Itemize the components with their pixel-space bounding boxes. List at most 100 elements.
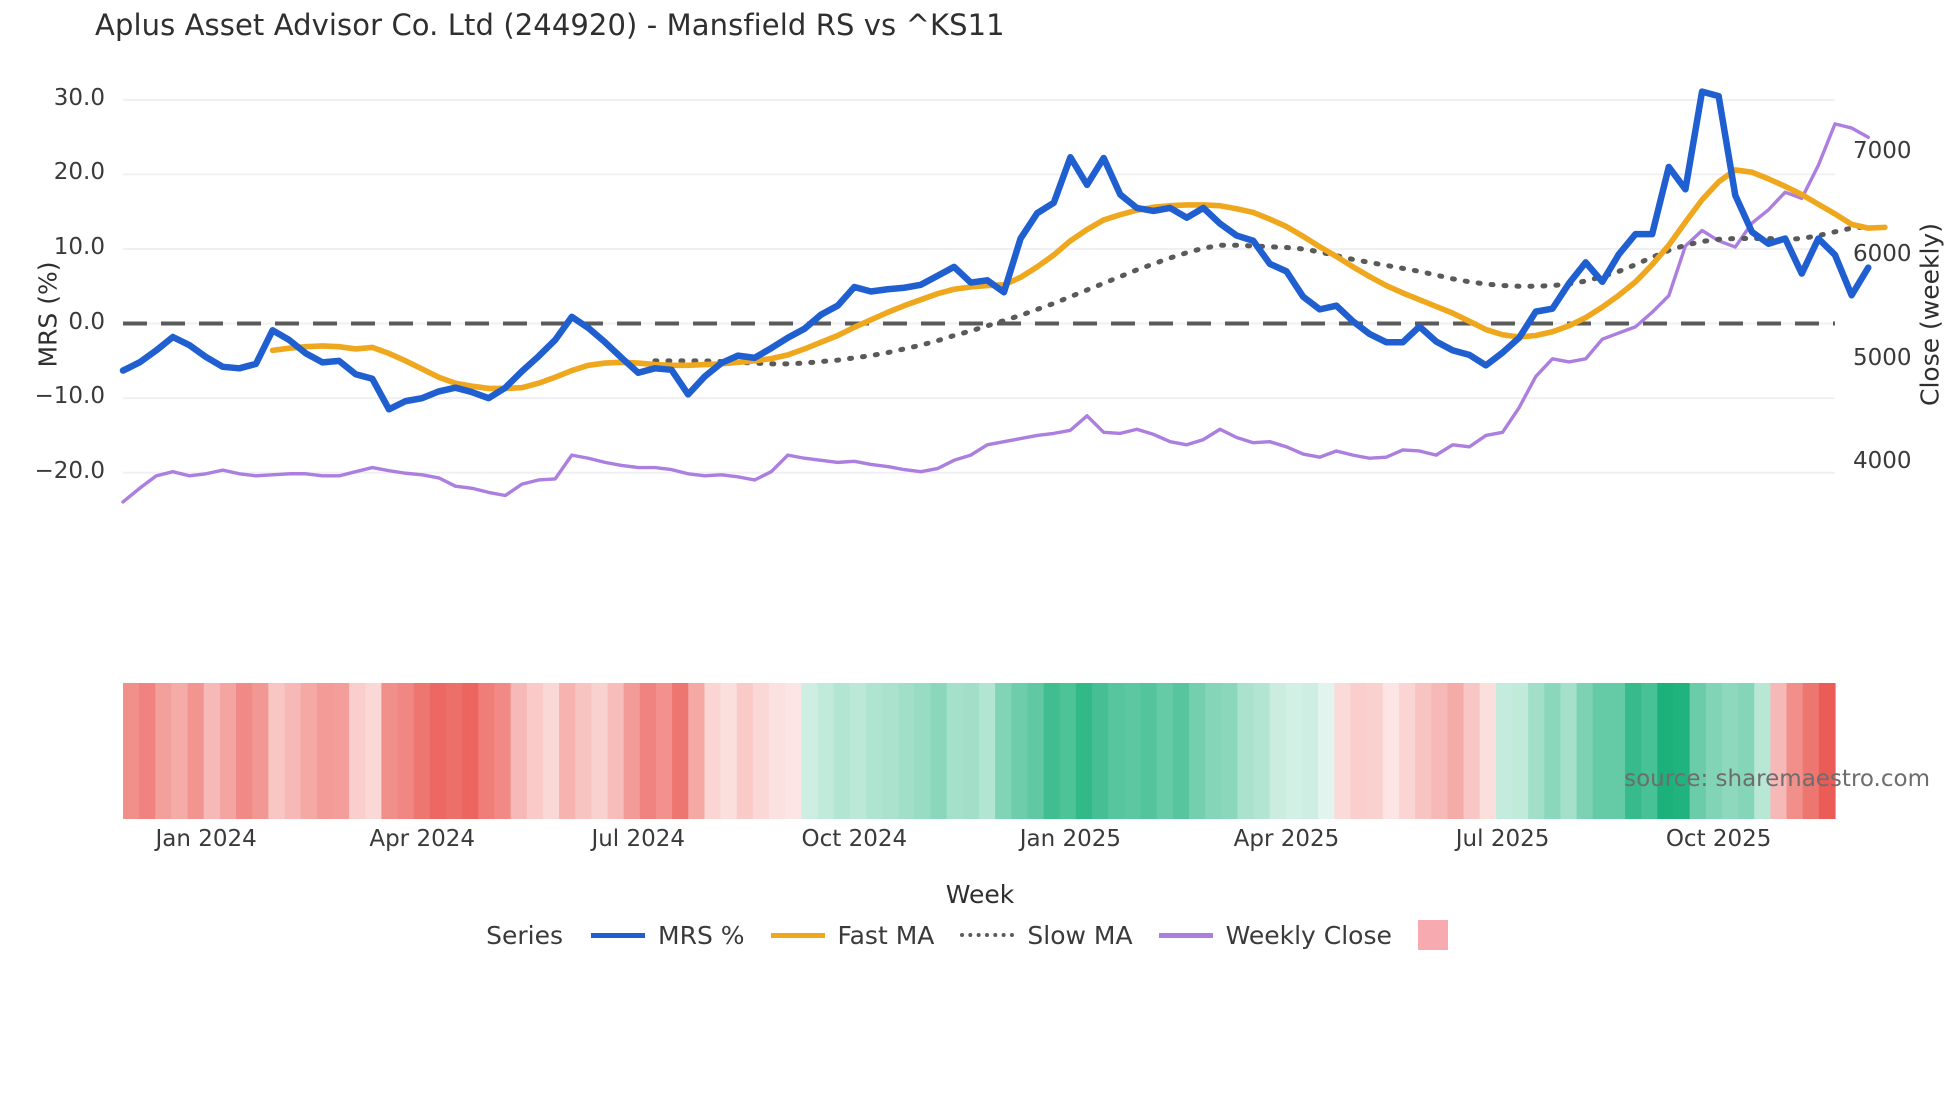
heatmap-cell (252, 683, 269, 819)
heatmap-cell (236, 683, 253, 819)
heatmap-cell (349, 683, 366, 819)
heatmap-cell (1786, 683, 1804, 819)
y2-tick-label: 4000 (1853, 448, 1912, 475)
heatmap-cell (1511, 683, 1529, 819)
y-tick-label: 30.0 (53, 84, 105, 111)
legend-swatch-heatmap (1417, 920, 1448, 950)
heatmap-cell (1463, 683, 1481, 819)
heatmap-cell (123, 683, 140, 819)
heatmap-cell (381, 683, 399, 819)
series-line-weekly-close (121, 122, 1870, 504)
y-tick-label: 20.0 (53, 159, 105, 186)
x-tick-label: Apr 2024 (369, 826, 475, 852)
heatmap-cell (962, 683, 980, 819)
heatmap-cell (1140, 683, 1158, 819)
heatmap-cell (1237, 683, 1255, 819)
series-line-fast-ma (269, 167, 1888, 392)
heatmap-cell (1673, 683, 1691, 819)
legend-item[interactable] (1417, 920, 1448, 950)
heatmap-cell (139, 683, 156, 819)
heatmap-cell (187, 683, 205, 819)
heatmap-cell (1479, 683, 1497, 819)
heatmap-cell (1528, 683, 1545, 819)
heatmap-cell (1269, 683, 1287, 819)
series-line-mrs (119, 88, 1872, 413)
heatmap-cell (1447, 683, 1465, 819)
heatmap-cell (155, 683, 173, 819)
heatmap-cell (736, 683, 754, 819)
heatmap-cell (1544, 683, 1562, 819)
heatmap-cell (413, 683, 431, 819)
heatmap-cell (462, 683, 479, 819)
heatmap-cell (849, 683, 867, 819)
heatmap-cell (1754, 683, 1771, 819)
heatmap-cell (979, 683, 996, 819)
heatmap-cell (1302, 683, 1319, 819)
heatmap-cell (655, 683, 673, 819)
heatmap-cell (365, 683, 383, 819)
legend-item[interactable]: Slow MA (960, 921, 1133, 950)
heatmap-cell (1092, 683, 1109, 819)
legend-label: Weekly Close (1225, 920, 1392, 950)
heatmap-cell (1124, 683, 1142, 819)
legend-title: Series (486, 920, 564, 950)
heatmap-cell (1108, 683, 1125, 819)
heatmap-cell (559, 683, 576, 819)
heatmap-cell (1592, 683, 1610, 819)
heatmap-cell (1625, 683, 1642, 819)
heatmap-cell (1705, 683, 1723, 819)
heatmap-cell (785, 683, 802, 819)
heatmap-cell (930, 683, 948, 819)
heatmap-cell (1398, 683, 1416, 819)
heatmap-cell (1657, 683, 1675, 819)
legend-item[interactable]: Fast MA (770, 921, 934, 950)
heatmap-cell (801, 683, 819, 819)
heatmap-cell (1366, 683, 1384, 819)
heatmap-cell (446, 683, 463, 819)
heatmap-cell (1075, 683, 1093, 819)
y2-tick-label: 7000 (1853, 137, 1912, 164)
heatmap-cell (1027, 683, 1045, 819)
heatmap-cell (1382, 683, 1400, 819)
heatmap-cell (946, 683, 964, 819)
heatmap-cell (672, 683, 689, 819)
heatmap-cell (1431, 683, 1448, 819)
heatmap-cell (1156, 683, 1174, 819)
heatmap-cell (300, 683, 318, 819)
heatmap-cell (1205, 683, 1222, 819)
heatmap-cell (607, 683, 625, 819)
heatmap-cell (1738, 683, 1755, 819)
legend-item[interactable]: MRS % (591, 921, 745, 950)
heatmap-cell (720, 683, 738, 819)
chart-legend: Series MRS % Fast MA Slow MA Weekly Close (0, 920, 1960, 950)
x-tick-label: Oct 2024 (801, 826, 908, 852)
y-tick-label: 10.0 (53, 233, 105, 260)
heatmap-cell (494, 683, 512, 819)
heatmap-cell (1043, 683, 1061, 819)
heatmap-cell (316, 683, 334, 819)
heatmap-cell (284, 683, 302, 819)
heatmap-cell (1576, 683, 1594, 819)
y-tick-label: −10.0 (34, 383, 105, 410)
heatmap-cell (591, 683, 609, 819)
heatmap-cell (1350, 683, 1368, 819)
x-tick-label: Apr 2025 (1233, 826, 1340, 852)
heatmap-cell (833, 683, 851, 819)
heatmap-cell (882, 683, 899, 819)
x-tick-label: Oct 2025 (1665, 826, 1772, 852)
heatmap-cell (639, 683, 657, 819)
heatmap-cell (1059, 683, 1077, 819)
heatmap-cell (268, 683, 286, 819)
legend-item[interactable]: Weekly Close (1158, 920, 1392, 950)
heatmap-cell (1415, 683, 1432, 819)
legend-swatch-line (1158, 932, 1213, 938)
heatmap-cell (1818, 683, 1836, 819)
heatmap-cell (1221, 683, 1239, 819)
y2-tick-label: 6000 (1853, 241, 1912, 268)
heatmap-cell (510, 683, 528, 819)
legend-swatch-line (591, 932, 646, 938)
heatmap-cell (1495, 683, 1513, 819)
heatmap-cell (1641, 683, 1658, 819)
